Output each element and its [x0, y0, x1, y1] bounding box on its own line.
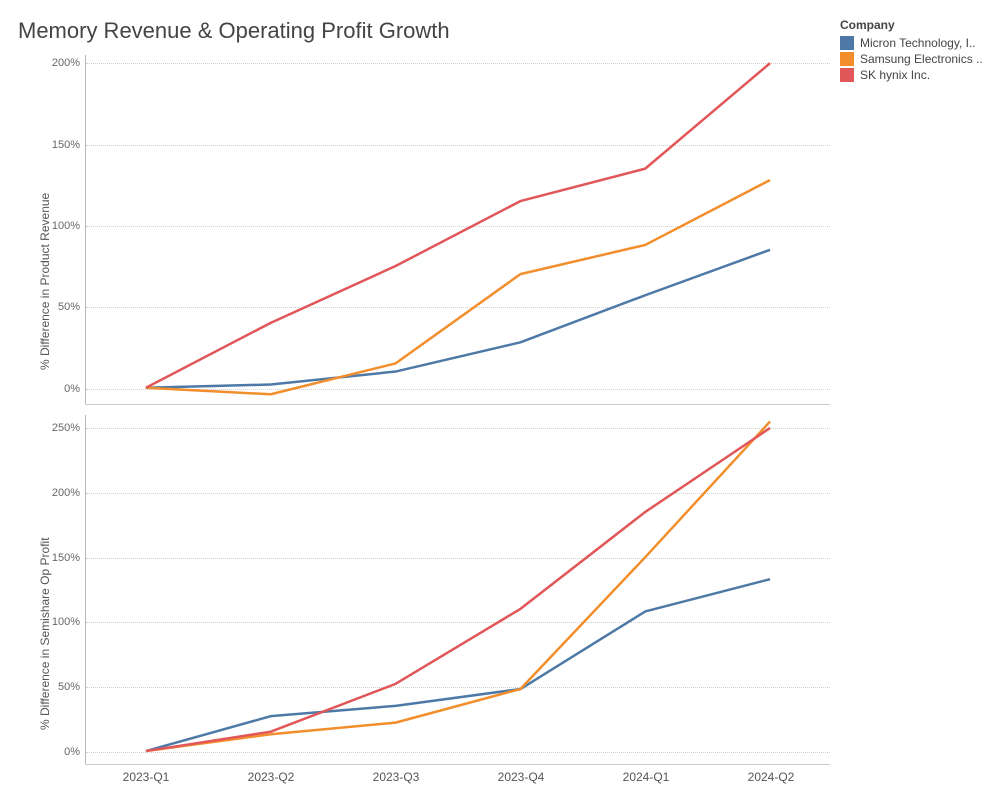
x-tick-label: 2023-Q2 — [248, 764, 295, 784]
y-tick-label: 0% — [64, 746, 86, 758]
y-tick-label: 150% — [52, 552, 86, 564]
chart-area: 0% 50% 100% 150% 200% % Difference in Product… — [10, 55, 840, 795]
legend-item: SK hynix Inc. — [840, 68, 990, 82]
profit-panel: 0%50%100%150%200%250%% Difference in Sem… — [85, 415, 830, 765]
y-tick-label: 0% — [64, 383, 86, 395]
legend-label: Micron Technology, I.. — [860, 36, 976, 50]
y-axis-label: % Difference in Product Revenue — [38, 193, 52, 370]
y-tick-label: 100% — [52, 220, 86, 232]
legend-swatch — [840, 52, 854, 66]
series-line — [146, 63, 770, 388]
legend-label: Samsung Electronics .. — [860, 52, 983, 66]
legend-item: Micron Technology, I.. — [840, 36, 990, 50]
line-chart-svg — [86, 415, 830, 764]
series-line — [146, 180, 770, 394]
revenue-panel: 0%50%100%150%200%% Difference in Product… — [85, 55, 830, 405]
chart-title: Memory Revenue & Operating Profit Growth — [18, 18, 450, 44]
series-line — [146, 421, 770, 751]
legend-label: SK hynix Inc. — [860, 68, 930, 82]
legend: Company Micron Technology, I.. Samsung El… — [840, 18, 990, 84]
legend-swatch — [840, 68, 854, 82]
x-tick-label: 2023-Q4 — [498, 764, 545, 784]
x-tick-label: 2023-Q3 — [373, 764, 420, 784]
y-tick-label: 200% — [52, 57, 86, 69]
series-line — [146, 428, 770, 751]
line-chart-svg — [86, 55, 830, 404]
legend-item: Samsung Electronics .. — [840, 52, 990, 66]
x-tick-label: 2024-Q1 — [623, 764, 670, 784]
y-tick-label: 50% — [58, 681, 86, 693]
y-tick-label: 150% — [52, 139, 86, 151]
y-axis-label: % Difference in Semishare Op Profit — [38, 537, 52, 730]
series-line — [146, 579, 770, 751]
legend-title: Company — [840, 18, 990, 32]
x-tick-label: 2024-Q2 — [748, 764, 795, 784]
y-tick-label: 100% — [52, 616, 86, 628]
x-tick-label: 2023-Q1 — [123, 764, 170, 784]
y-tick-label: 50% — [58, 301, 86, 313]
legend-swatch — [840, 36, 854, 50]
y-tick-label: 250% — [52, 422, 86, 434]
y-tick-label: 200% — [52, 487, 86, 499]
chart-container: Memory Revenue & Operating Profit Growth… — [0, 0, 1000, 800]
